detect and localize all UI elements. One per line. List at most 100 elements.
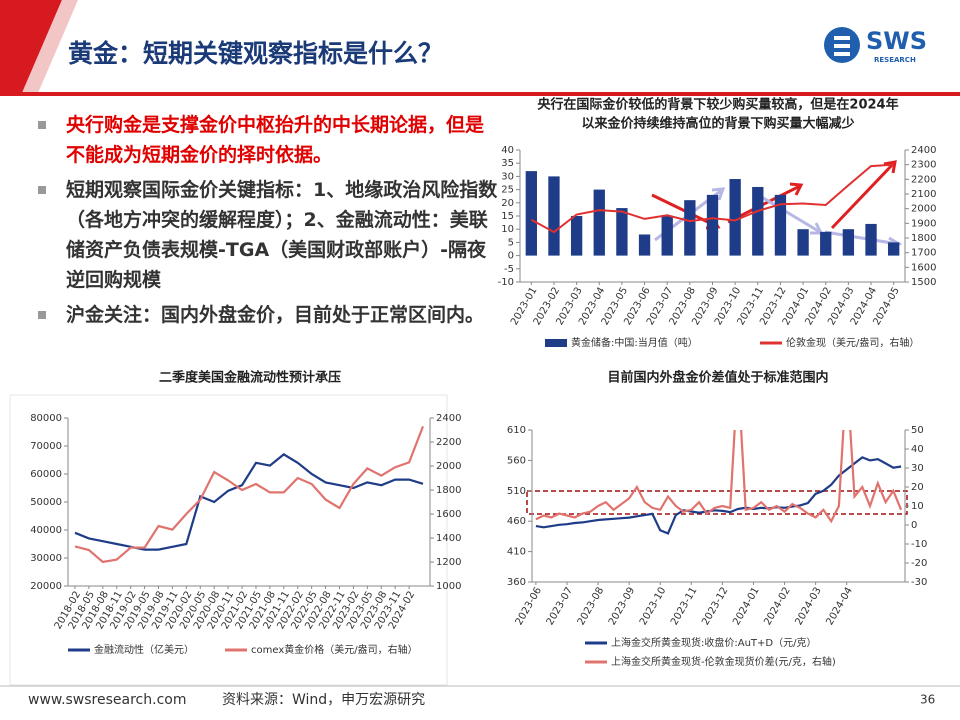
bar bbox=[888, 242, 900, 256]
logo-subtext: RESEARCH bbox=[874, 56, 916, 64]
arrow-head bbox=[789, 182, 804, 196]
arrow bbox=[759, 194, 821, 234]
y2-tick-label: 1800 bbox=[911, 233, 936, 244]
bullet: 短期观察国际金价关键指标：1、地缘政治风险指数（各地方冲突的缓解程度）；2、金融… bbox=[38, 175, 498, 295]
y2-tick-label: -10 bbox=[911, 539, 927, 550]
y2-tick-label: 1700 bbox=[911, 248, 936, 259]
y2-tick-label: 10 bbox=[911, 501, 924, 512]
bar bbox=[797, 229, 809, 256]
y2-tick-label: 2400 bbox=[436, 413, 461, 424]
y-tick-label: 410 bbox=[507, 547, 526, 558]
x-tick-label: 2023-12 bbox=[700, 586, 730, 628]
x-tick-label: 2024-02 bbox=[762, 586, 792, 628]
y2-tick-label: 0 bbox=[911, 520, 917, 531]
x-tick-label: 2024-01 bbox=[731, 586, 761, 628]
x-tick-label: 2024-03 bbox=[793, 586, 823, 628]
legend-label: 上海金交所黄金现货-伦敦金现货价差(元/克，右轴) bbox=[611, 655, 836, 668]
bullet-text: 短期观察国际金价关键指标：1、地缘政治风险指数（各地方冲突的缓解程度）；2、金融… bbox=[66, 179, 498, 291]
bullet-text: 沪金关注：国内外盘金价，目前处于正常区间内。 bbox=[66, 304, 485, 326]
y-tick-label: 50000 bbox=[30, 497, 62, 508]
y-tick-label: 70000 bbox=[30, 441, 62, 452]
y2-tick-label: 20 bbox=[911, 482, 924, 493]
logo-icon-stripe bbox=[834, 52, 850, 56]
y-tick-label: 20000 bbox=[30, 581, 62, 592]
bar bbox=[865, 223, 877, 256]
bar bbox=[842, 229, 855, 256]
y-tick-label: 40000 bbox=[30, 525, 62, 536]
chart-title: 二季度美国金融流动性预计承压 bbox=[159, 370, 341, 386]
arrow-head bbox=[711, 187, 726, 201]
x-tick-label: 2023-07 bbox=[545, 586, 575, 628]
y-tick-label: 10 bbox=[501, 224, 514, 235]
y2-tick-label: 2200 bbox=[911, 174, 936, 185]
bar bbox=[525, 171, 537, 256]
bullet-text: 央行购金是支撑金价中枢抬升的中长期论据，但是不能成为短期金价的择时依据。 bbox=[66, 114, 485, 166]
bar bbox=[684, 200, 696, 256]
y2-tick-label: 1800 bbox=[436, 485, 461, 496]
slide-title: 黄金：短期关键观察指标是什么？ bbox=[68, 39, 444, 68]
y-tick-label: -5 bbox=[504, 264, 514, 275]
arrow-head bbox=[883, 160, 897, 174]
y-tick-label: 35 bbox=[501, 158, 514, 169]
legend-label: 伦敦金现（美元/盎司，右轴） bbox=[786, 336, 919, 349]
y-tick-label: 560 bbox=[507, 455, 526, 466]
header-rule bbox=[0, 92, 960, 96]
bar bbox=[548, 176, 560, 256]
y2-tick-label: 30 bbox=[911, 463, 924, 474]
bar bbox=[729, 179, 741, 256]
x-tick-label: 2023-11 bbox=[669, 586, 699, 628]
chart-title: 以来金价持续维持高位的背景下购买量大幅减少 bbox=[581, 116, 854, 132]
bullet: 沪金关注：国内外盘金价，目前处于正常区间内。 bbox=[38, 300, 498, 330]
y-tick-label: 460 bbox=[507, 516, 526, 527]
y2-tick-label: 2000 bbox=[911, 204, 936, 215]
chart-title: 目前国内外盘金价差值处于标准范围内 bbox=[607, 370, 828, 386]
x-tick-label: 2023-08 bbox=[576, 586, 606, 628]
logo-icon-stripe bbox=[834, 36, 850, 40]
highlight-box bbox=[526, 490, 908, 515]
bar bbox=[661, 216, 673, 256]
footer-website: www.swsresearch.com bbox=[28, 692, 186, 708]
x-tick-label: 2024-04 bbox=[824, 586, 854, 628]
footer-source: 资料来源：Wind，申万宏源研究 bbox=[222, 692, 425, 708]
line-series bbox=[535, 456, 902, 535]
y-tick-label: 80000 bbox=[30, 413, 62, 424]
bar bbox=[706, 194, 719, 256]
bar bbox=[593, 189, 605, 256]
y2-tick-label: 2100 bbox=[911, 189, 936, 200]
y2-tick-label: 50 bbox=[911, 425, 924, 436]
y2-tick-label: 1600 bbox=[436, 509, 461, 520]
legend-label: comex黄金价格（美元/盎司，右轴） bbox=[251, 643, 418, 656]
chart-title: 央行在国际金价较低的背景下较少购买量较高，但是在2024年 bbox=[537, 97, 898, 113]
y2-tick-label: 1900 bbox=[911, 218, 936, 229]
bar bbox=[820, 231, 832, 256]
x-tick-label: 2023-09 bbox=[607, 586, 637, 628]
y2-tick-label: 1400 bbox=[436, 533, 461, 544]
header-accent-light bbox=[22, 0, 78, 93]
legend-label: 上海金交所黄金现货:收盘价:AuT+D（元/克） bbox=[611, 636, 816, 649]
y-tick-label: 40 bbox=[501, 145, 514, 156]
y2-tick-label: 2200 bbox=[436, 437, 461, 448]
logo-text: SWS bbox=[866, 27, 927, 55]
y-tick-label: 60000 bbox=[30, 469, 62, 480]
y2-tick-label: 2400 bbox=[911, 145, 936, 156]
legend-swatch bbox=[545, 339, 567, 347]
x-tick-label: 2023-06 bbox=[514, 586, 544, 628]
line-series bbox=[535, 430, 903, 524]
y-tick-label: 30000 bbox=[30, 553, 62, 564]
plot-area bbox=[535, 430, 903, 535]
arrow bbox=[824, 230, 899, 246]
y2-tick-label: 1600 bbox=[911, 262, 936, 273]
y-tick-label: -10 bbox=[498, 277, 514, 288]
chart-frame bbox=[9, 394, 448, 686]
y2-tick-label: 2300 bbox=[911, 160, 936, 171]
arrow bbox=[651, 193, 717, 228]
y2-tick-label: 1000 bbox=[436, 581, 461, 592]
bar bbox=[638, 234, 651, 256]
y2-tick-label: 40 bbox=[911, 444, 924, 455]
y-tick-label: 5 bbox=[508, 237, 514, 248]
y2-tick-label: -30 bbox=[911, 577, 927, 588]
page-number: 36 bbox=[920, 693, 935, 707]
bar bbox=[774, 194, 787, 256]
